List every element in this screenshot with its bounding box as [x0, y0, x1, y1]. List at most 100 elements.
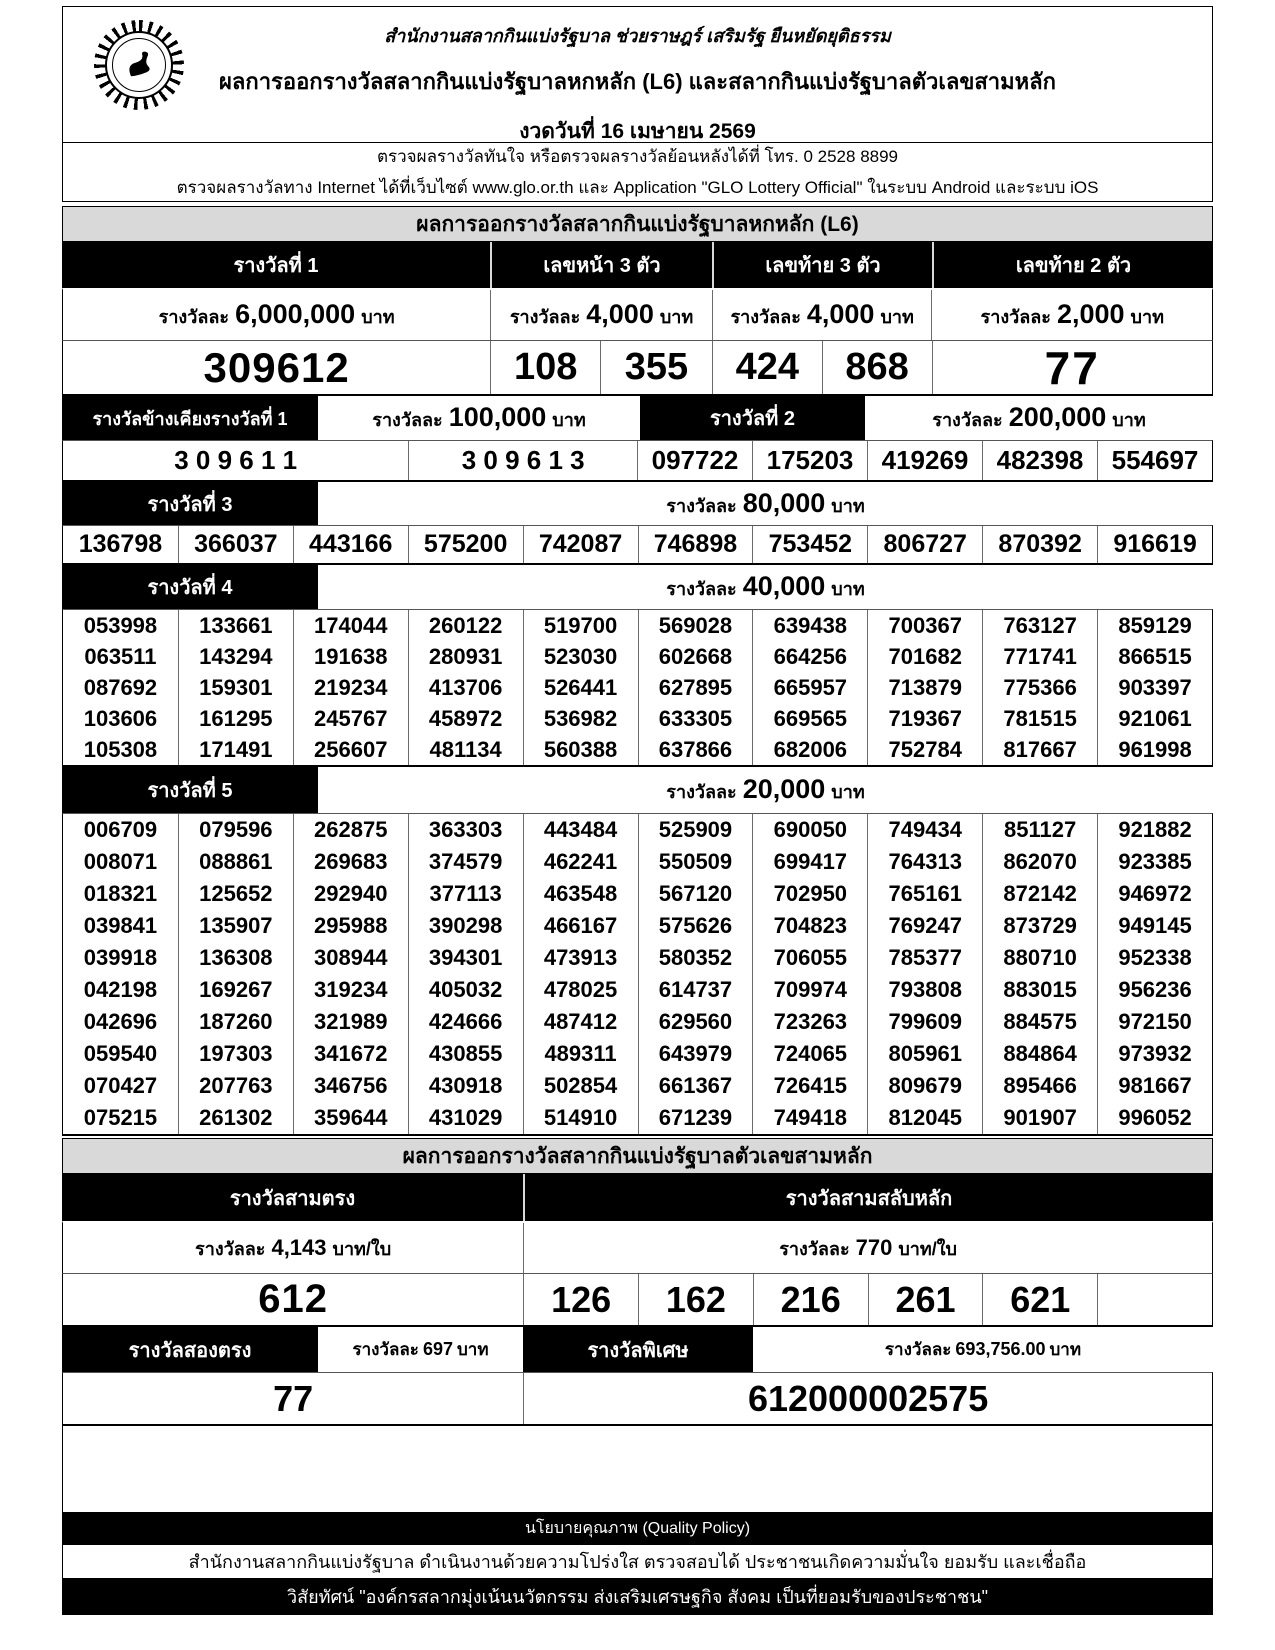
- agency-motto: สำนักงานสลากกินแบ่งรัฐบาล ช่วยราษฎร์ เสร…: [384, 26, 891, 46]
- number-cell: 764313: [867, 846, 982, 878]
- prize3-header-row: รางวัลที่ 3 รางวัลละ 80,000 บาท: [62, 480, 1213, 525]
- number-cell: 075215: [83, 1105, 158, 1130]
- two-straight-special-number-row: 77 612000002575: [62, 1372, 1213, 1424]
- number-cell: 526441: [522, 672, 638, 703]
- number-cell: 430918: [407, 1070, 523, 1102]
- prize2-number-cell: 419269: [867, 441, 982, 480]
- adjacent-number-2: 3 0 9 6 1 3: [408, 441, 637, 480]
- last2-number: 77: [931, 341, 1213, 394]
- three-straight-number: 612: [258, 1277, 328, 1321]
- number-cell: 280931: [407, 641, 523, 672]
- number-cell: 639438: [752, 610, 867, 641]
- number-cell: 884575: [982, 1006, 1097, 1038]
- prize5-header-row: รางวัลที่ 5 รางวัลละ 20,000 บาท: [62, 765, 1213, 813]
- two-straight-special-header-row: รางวัลสองตรง รางวัลละ 697 บาท รางวัลพิเศษ …: [62, 1325, 1213, 1372]
- number-cell: 161295: [177, 703, 293, 734]
- number-cell: 809679: [867, 1070, 982, 1102]
- adjacent-prize2-number-row: 3 0 9 6 1 1 3 0 9 6 1 3 097722 175203 4192…: [62, 440, 1213, 480]
- number-cell: 567120: [637, 878, 753, 910]
- number-cell: 752784: [867, 734, 982, 765]
- number-cell: 174044: [292, 610, 408, 641]
- number-cell: 765161: [867, 878, 982, 910]
- number-cell: 308944: [292, 942, 408, 974]
- number-cell: 749434: [867, 814, 982, 846]
- number-cell: 724065: [752, 1038, 867, 1070]
- prize1-amount: รางวัลละ 6,000,000 บาท: [158, 299, 395, 329]
- number-cell: 700367: [867, 610, 982, 641]
- number-cell: 806727: [867, 526, 982, 563]
- number-cell: 523030: [522, 641, 638, 672]
- number-cell: 413706: [407, 672, 523, 703]
- number-cell: 812045: [867, 1102, 982, 1134]
- adjacent-number-1: 3 0 9 6 1 1: [174, 445, 298, 475]
- number-cell: 125652: [177, 878, 293, 910]
- prize2-number-cell: 175203: [752, 441, 867, 480]
- permuted-number-cell: 261: [867, 1274, 983, 1325]
- number-cell: 665957: [752, 672, 867, 703]
- number-cell: 981667: [1097, 1070, 1212, 1102]
- number-cell: 191638: [292, 641, 408, 672]
- quality-policy-text: สำนักงานสลากกินแบ่งรัฐบาล ดำเนินงานด้วยค…: [62, 1545, 1213, 1578]
- number-cell: 569028: [637, 610, 753, 641]
- number-cell: 143294: [177, 641, 293, 672]
- number-cell: 514910: [522, 1102, 638, 1134]
- number-cell: 478025: [522, 974, 638, 1006]
- number-cell: 363303: [407, 814, 523, 846]
- number-cell: 042198: [83, 977, 158, 1002]
- number-cell: 726415: [752, 1070, 867, 1102]
- prize5-header: รางวัลที่ 5: [62, 767, 318, 813]
- number-cell: 709974: [752, 974, 867, 1006]
- prize4-numbers-grid: 053998 133661 174044 260122 519700 569028 6394…: [62, 609, 1213, 765]
- special-prize-amount: รางวัลละ 693,756.00 บาท: [884, 1339, 1082, 1359]
- empty-notes-box: [62, 1424, 1213, 1512]
- number-cell: 633305: [637, 703, 753, 734]
- draw-date: งวดวันที่ 16 เมษายน 2569: [519, 120, 756, 143]
- number-cell: 866515: [1097, 641, 1212, 672]
- number-cell: 643979: [637, 1038, 753, 1070]
- number-cell: 473913: [522, 942, 638, 974]
- number-cell: 883015: [982, 974, 1097, 1006]
- two-straight-header: รางวัลสองตรง: [62, 1327, 318, 1372]
- number-cell: 746898: [637, 526, 753, 563]
- front3-header: เลขหน้า 3 ตัว: [490, 242, 712, 288]
- number-cell: 171491: [177, 734, 293, 765]
- l6-header-row: รางวัลที่ 1 เลขหน้า 3 ตัว เลขท้าย 3 ตัว …: [62, 242, 1213, 288]
- number-cell: 018321: [83, 881, 158, 906]
- number-cell: 359644: [292, 1102, 408, 1134]
- number-cell: 039918: [83, 945, 158, 970]
- number-cell: 817667: [982, 734, 1097, 765]
- number-cell: 921882: [1097, 814, 1212, 846]
- number-cell: 536982: [522, 703, 638, 734]
- number-cell: 008071: [83, 849, 158, 874]
- number-cell: 723263: [752, 1006, 867, 1038]
- number-cell: 749418: [752, 1102, 867, 1134]
- number-cell: 713879: [867, 672, 982, 703]
- number-cell: 321989: [292, 1006, 408, 1038]
- last3-number-1: 424: [711, 341, 822, 394]
- quality-policy-bar: นโยบายคุณภาพ (Quality Policy): [62, 1512, 1213, 1545]
- number-cell: 169267: [177, 974, 293, 1006]
- prize2-numbers: 097722 175203 419269 482398 554697: [637, 441, 1212, 480]
- number-cell: 916619: [1097, 526, 1212, 563]
- number-cell: 763127: [982, 610, 1097, 641]
- number-cell: 390298: [407, 910, 523, 942]
- number-cell: 702950: [752, 878, 867, 910]
- number-cell: 873729: [982, 910, 1097, 942]
- number-cell: 799609: [867, 1006, 982, 1038]
- number-cell: 690050: [752, 814, 867, 846]
- number-cell: 197303: [177, 1038, 293, 1070]
- number-cell: 458972: [407, 703, 523, 734]
- number-cell: 087692: [83, 674, 158, 700]
- last3-number-2: 868: [821, 341, 932, 394]
- number-cell: 245767: [292, 703, 408, 734]
- number-cell: 319234: [292, 974, 408, 1006]
- number-cell: 961998: [1097, 734, 1212, 765]
- number-cell: 466167: [522, 910, 638, 942]
- number-cell: 219234: [292, 672, 408, 703]
- l6-section-title: ผลการออกรางวัลสลากกินแบ่งรัฐบาลหกหลัก (L…: [62, 206, 1213, 242]
- number-cell: 159301: [177, 672, 293, 703]
- number-cell: 921061: [1097, 703, 1212, 734]
- two-straight-number: 77: [273, 1377, 314, 1419]
- prize4-header: รางวัลที่ 4: [62, 565, 318, 609]
- page-title: ผลการออกรางวัลสลากกินแบ่งรัฐบาลหกหลัก (L…: [219, 69, 1056, 94]
